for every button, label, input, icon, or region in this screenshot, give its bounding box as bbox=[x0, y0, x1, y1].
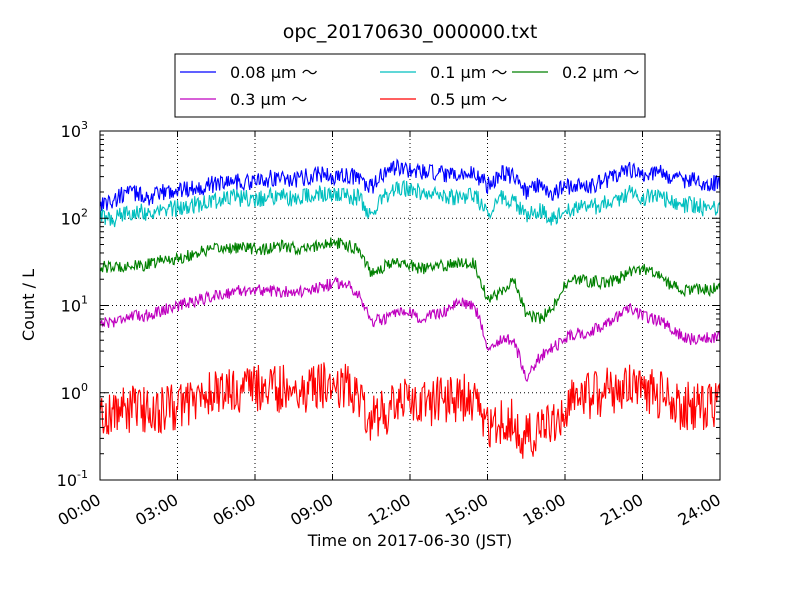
y-tick-label: 103 bbox=[61, 119, 88, 141]
legend-entry: 0.5 μm ～ bbox=[430, 90, 507, 109]
series-line bbox=[99, 179, 721, 228]
legend-entry: 0.2 μm ～ bbox=[562, 63, 639, 82]
y-tick-label: 100 bbox=[61, 381, 88, 403]
series-line bbox=[99, 158, 721, 212]
legend-entry: 0.08 μm ～ bbox=[230, 63, 318, 82]
legend-entry: 0.3 μm ～ bbox=[230, 90, 307, 109]
chart-title: opc_20170630_000000.txt bbox=[283, 21, 538, 43]
series-line bbox=[99, 237, 721, 324]
series-line bbox=[99, 362, 721, 459]
y-tick-label: 10-1 bbox=[57, 468, 88, 490]
x-tick-label: 18:00 bbox=[520, 490, 569, 530]
legend-box bbox=[174, 53, 646, 118]
x-tick-label: 12:00 bbox=[365, 490, 414, 530]
legend-entry: 0.1 μm ～ bbox=[430, 63, 507, 82]
x-tick-label: 00:00 bbox=[55, 490, 104, 530]
y-tick-label: 102 bbox=[61, 206, 88, 228]
plot-series bbox=[99, 158, 721, 459]
legend: 0.08 μm ～ 0.1 μm ～ 0.2 μm ～ 0.3 μm ～ 0.5 μm … bbox=[174, 53, 646, 118]
y-tick-label: 101 bbox=[61, 294, 88, 316]
series-line bbox=[99, 276, 721, 382]
x-tick-label: 15:00 bbox=[442, 490, 491, 530]
y-axis-label: Count / L bbox=[19, 269, 38, 341]
x-tick-label: 21:00 bbox=[597, 490, 646, 530]
y-axis: 10-1 100 101 102 103 bbox=[57, 119, 720, 490]
x-axis-label: Time on 2017-06-30 (JST) bbox=[307, 531, 512, 550]
x-tick-label: 09:00 bbox=[287, 490, 336, 530]
x-tick-label: 24:00 bbox=[675, 490, 724, 530]
x-tick-label: 06:00 bbox=[210, 490, 259, 530]
x-tick-label: 03:00 bbox=[132, 490, 181, 530]
